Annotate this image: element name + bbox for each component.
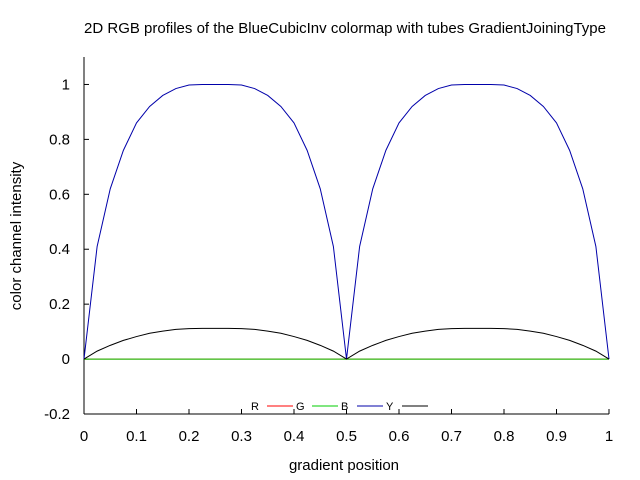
x-tick-label: 0.1 <box>126 428 147 445</box>
chart-title: 2D RGB profiles of the BlueCubicInv colo… <box>84 20 606 37</box>
y-tick-label: 0.6 <box>49 186 70 203</box>
y-tick-label: 1 <box>62 76 70 93</box>
y-tick-label: -0.2 <box>44 406 70 423</box>
x-tick-label: 0.2 <box>179 428 200 445</box>
x-tick-label: 0.5 <box>336 428 357 445</box>
series-lines <box>83 83 610 360</box>
y-tick-label: 0 <box>62 351 70 368</box>
axes <box>83 57 609 415</box>
x-tick-label: 0.6 <box>389 428 410 445</box>
x-tick-label: 0.9 <box>546 428 567 445</box>
y-tick-label: 0.4 <box>49 241 70 258</box>
x-tick-label: 1 <box>605 428 613 445</box>
series-line-y <box>83 327 610 360</box>
legend-label-r: R <box>251 401 259 413</box>
y-axis-label: color channel intensity <box>8 161 25 310</box>
x-tick-label: 0.8 <box>494 428 515 445</box>
y-ticks: -0.2 0 0.2 0.4 0.6 0.8 1 <box>44 76 89 423</box>
x-tick-label: 0 <box>80 428 88 445</box>
y-tick-label: 0.2 <box>49 296 70 313</box>
x-ticks: 0 0.1 0.2 0.3 0.4 0.5 0.6 0.7 0.8 0.9 1 <box>80 409 613 445</box>
x-tick-label: 0.7 <box>441 428 462 445</box>
legend-label-g: G <box>296 401 305 413</box>
x-tick-label: 0.3 <box>231 428 252 445</box>
x-tick-label: 0.4 <box>284 428 305 445</box>
series-line-b <box>83 83 610 360</box>
legend-label-b: B <box>341 401 348 413</box>
legend-label-y: Y <box>386 401 394 413</box>
y-tick-label: 0.8 <box>49 131 70 148</box>
x-axis-label: gradient position <box>289 457 399 474</box>
